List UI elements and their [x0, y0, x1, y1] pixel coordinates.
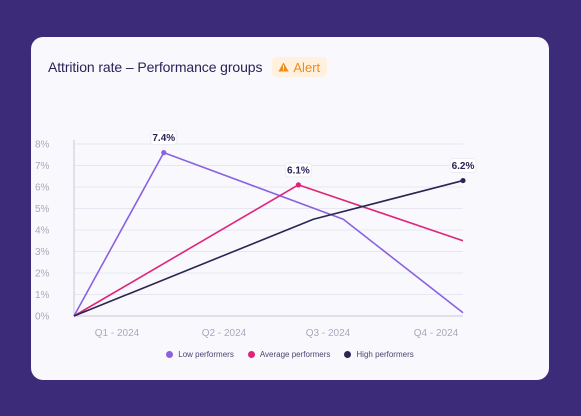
legend-item-high[interactable]: High performers	[344, 350, 414, 359]
y-tick-label: 7%	[35, 161, 50, 172]
data-label: 7.4%	[152, 133, 175, 144]
card-header: Attrition rate – Performance groups Aler…	[48, 57, 328, 77]
series-line-high	[73, 179, 464, 317]
line-chart: 0% 1% 2% 3% 4% 5% 6% 7% 8% Q1 - 2024 Q2 - 2024 Q3 -…	[35, 130, 477, 339]
chart-card: Attrition rate – Performance groups Aler…	[31, 37, 549, 380]
data-point-average	[295, 182, 302, 188]
data-point-low	[161, 150, 167, 156]
series-line-low	[73, 151, 464, 317]
legend-dot	[247, 351, 255, 358]
y-tick-label: 8%	[35, 140, 50, 151]
legend-label: Average performers	[259, 350, 331, 359]
y-tick-label: 2%	[35, 269, 50, 280]
y-tick-label: 4%	[35, 226, 50, 237]
legend-label: High performers	[356, 350, 414, 359]
legend-item-average[interactable]: Average performers	[247, 350, 331, 359]
legend-dot	[166, 351, 174, 358]
y-tick-label: 6%	[35, 183, 50, 194]
x-tick-label: Q4 - 2024	[414, 328, 459, 339]
legend-label: Low performers	[178, 350, 234, 359]
alert-label: Alert	[293, 59, 321, 75]
y-tick-label: 3%	[35, 247, 50, 258]
y-tick-label: 0%	[35, 312, 50, 323]
x-tick-label: Q3 - 2024	[306, 328, 351, 339]
y-tick-label: 5%	[35, 204, 50, 215]
legend-dot	[344, 351, 352, 358]
series-line-average	[73, 184, 464, 317]
chart-title: Attrition rate – Performance groups	[48, 59, 263, 75]
chart-legend: Low performers Average performers High per…	[31, 350, 549, 359]
data-label: 6.1%	[287, 165, 310, 176]
alert-badge[interactable]: Alert	[272, 57, 328, 77]
data-label-bg	[284, 162, 312, 178]
data-label-bg	[449, 158, 477, 174]
data-point-high	[460, 177, 466, 184]
x-tick-label: Q1 - 2024	[95, 328, 140, 339]
data-label-bg	[150, 130, 178, 146]
y-tick-label: 1%	[35, 290, 50, 301]
data-label: 6.2%	[452, 161, 475, 172]
warning-triangle-icon	[278, 62, 289, 72]
x-tick-label: Q2 - 2024	[202, 328, 247, 339]
legend-item-low[interactable]: Low performers	[166, 350, 234, 359]
